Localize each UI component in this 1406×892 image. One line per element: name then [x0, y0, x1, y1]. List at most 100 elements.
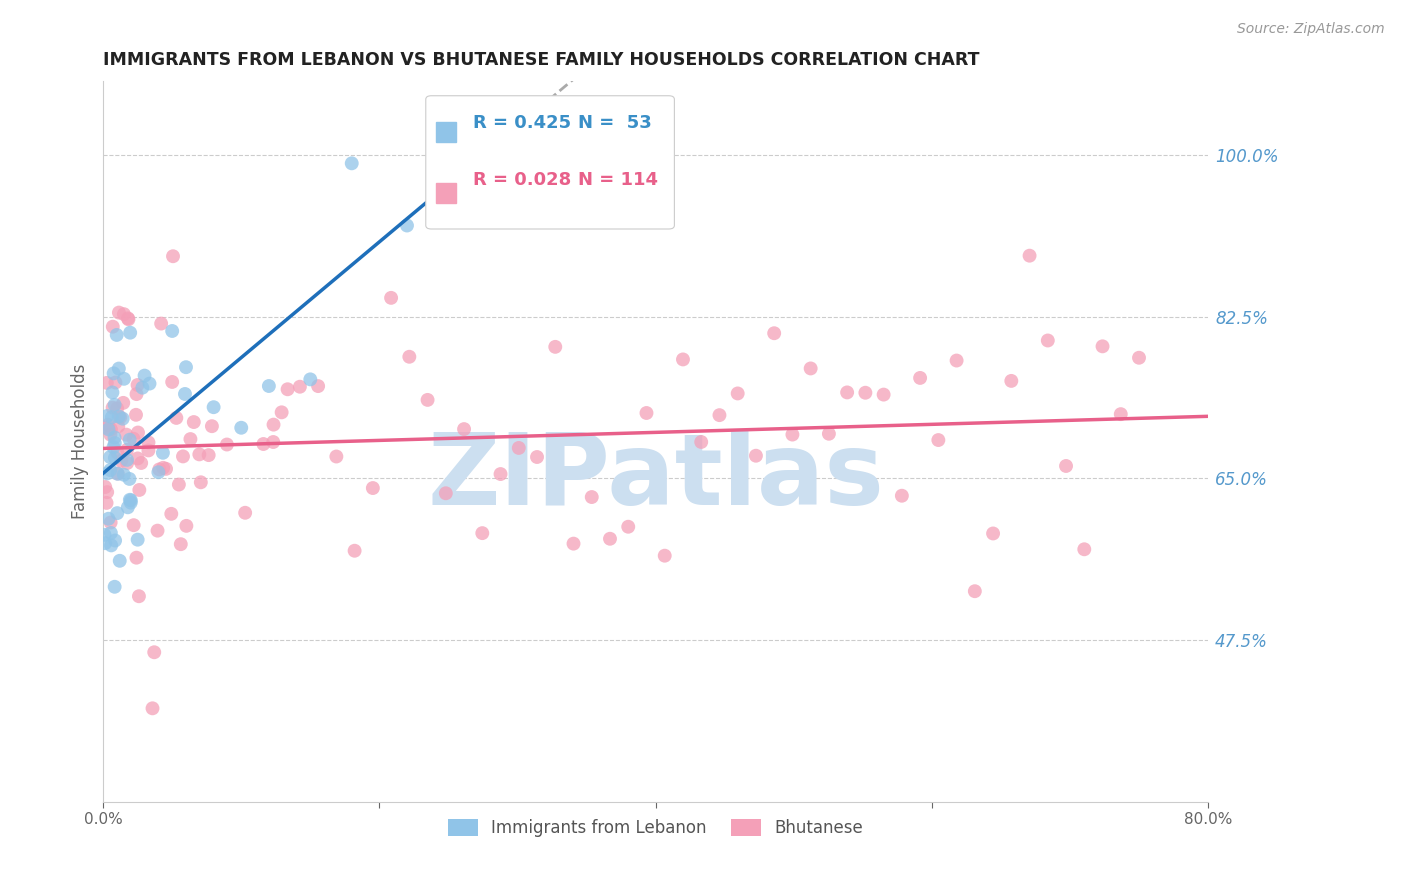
Point [103, 440, 125, 454]
Point [112, 396, 135, 410]
Point [215, 437, 238, 451]
Point [544, 340, 567, 354]
Text: N = 114: N = 114 [578, 171, 658, 189]
Point [96, 496, 118, 510]
Point [100, 525, 122, 540]
Point [96, 467, 118, 481]
Point [252, 437, 274, 451]
Point [416, 392, 439, 407]
Point [112, 307, 135, 321]
Point [146, 524, 169, 538]
Point [100, 427, 122, 442]
Point [782, 427, 804, 442]
Point [398, 350, 420, 364]
Point [1036, 334, 1059, 348]
Point [1054, 458, 1077, 473]
Point [107, 467, 129, 481]
Point [837, 385, 859, 400]
Point [155, 462, 177, 476]
Point [188, 447, 211, 461]
Point [134, 368, 156, 383]
Point [115, 453, 138, 467]
Point [262, 435, 284, 450]
Point [107, 467, 129, 481]
Point [160, 507, 183, 521]
Text: R = 0.425: R = 0.425 [474, 114, 571, 132]
Point [1091, 339, 1114, 353]
Point [672, 352, 695, 367]
Text: Source: ZipAtlas.com: Source: ZipAtlas.com [1237, 22, 1385, 37]
Point [709, 408, 731, 422]
Point [115, 456, 138, 470]
Point [127, 378, 149, 392]
Text: R = 0.028: R = 0.028 [474, 171, 571, 189]
Point [118, 492, 141, 507]
Point [471, 526, 494, 541]
Point [201, 419, 224, 434]
Point [148, 462, 170, 476]
Text: IMMIGRANTS FROM LEBANON VS BHUTANESE FAMILY HOUSEHOLDS CORRELATION CHART: IMMIGRANTS FROM LEBANON VS BHUTANESE FAM… [103, 51, 980, 69]
Point [299, 372, 322, 386]
Legend: Immigrants from Lebanon, Bhutanese: Immigrants from Lebanon, Bhutanese [441, 812, 870, 844]
Point [152, 460, 174, 475]
Point [263, 417, 285, 432]
Point [174, 360, 197, 375]
Point [118, 433, 141, 447]
Point [127, 425, 149, 440]
Point [945, 353, 967, 368]
Point [120, 495, 142, 509]
FancyBboxPatch shape [426, 95, 675, 229]
Point [105, 328, 128, 343]
Point [97, 422, 120, 436]
Point [1018, 249, 1040, 263]
Point [581, 490, 603, 504]
Point [117, 312, 139, 326]
Point [190, 475, 212, 490]
Point [963, 584, 986, 599]
Point [98, 450, 121, 464]
Point [118, 472, 141, 486]
Point [138, 376, 160, 391]
Point [183, 415, 205, 429]
Point [277, 382, 299, 396]
Point [101, 385, 124, 400]
Point [112, 372, 135, 386]
Point [434, 486, 457, 500]
Point [97, 417, 120, 432]
Point [143, 645, 166, 659]
Point [108, 361, 131, 376]
Point [872, 387, 894, 401]
Point [636, 406, 658, 420]
Point [257, 379, 280, 393]
Point [94, 536, 117, 550]
Point [288, 380, 311, 394]
Point [202, 400, 225, 414]
Point [98, 463, 121, 477]
Point [1128, 351, 1150, 365]
Point [908, 371, 931, 385]
Point [131, 381, 153, 395]
Point [128, 483, 150, 497]
Y-axis label: Family Households: Family Households [72, 364, 89, 519]
Point [763, 326, 786, 341]
Point [108, 554, 131, 568]
Point [197, 448, 219, 462]
Point [96, 409, 118, 423]
Point [103, 430, 125, 444]
Point [104, 533, 127, 548]
Point [160, 324, 183, 338]
Point [107, 419, 129, 434]
Point [127, 451, 149, 466]
Point [105, 506, 128, 520]
Point [93, 420, 115, 434]
Point [453, 422, 475, 436]
Point [111, 411, 134, 425]
Point [174, 387, 197, 401]
Point [117, 311, 139, 326]
Point [617, 520, 640, 534]
Point [176, 519, 198, 533]
Point [120, 326, 142, 340]
Point [890, 489, 912, 503]
Point [125, 408, 148, 422]
Point [654, 549, 676, 563]
